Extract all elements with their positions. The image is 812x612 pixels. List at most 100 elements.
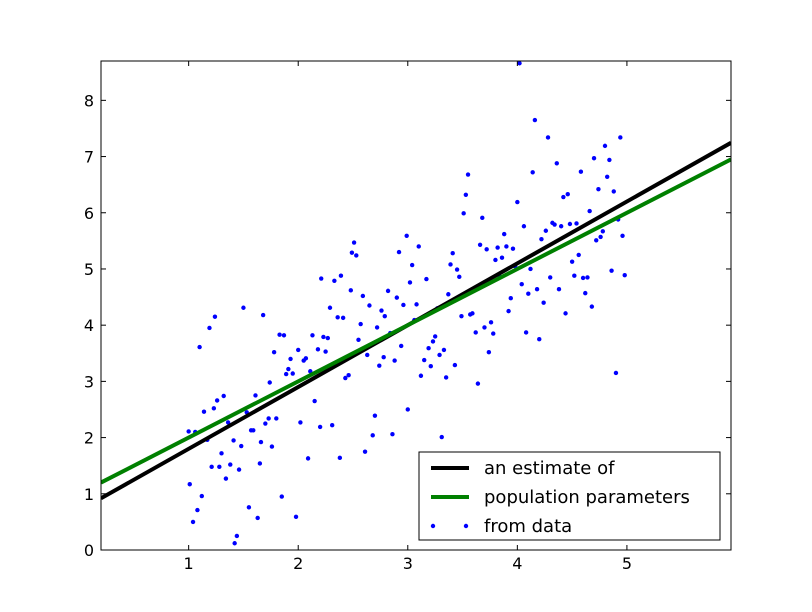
- data-point: [446, 292, 451, 297]
- data-point: [465, 172, 471, 177]
- data-point: [548, 275, 553, 280]
- data-point: [457, 274, 462, 280]
- x-tick-label: 2: [293, 554, 303, 573]
- data-point: [266, 416, 271, 421]
- data-point: [539, 236, 544, 242]
- data-point: [211, 406, 217, 411]
- data-point: [407, 280, 413, 285]
- data-point: [382, 313, 387, 319]
- data-point: [543, 228, 549, 233]
- data-point: [528, 266, 533, 272]
- data-point: [521, 224, 527, 229]
- data-point: [329, 423, 335, 428]
- data-point: [385, 288, 391, 294]
- data-point: [367, 303, 372, 308]
- data-point: [377, 363, 382, 368]
- data-point: [319, 276, 324, 281]
- data-point: [190, 519, 196, 525]
- data-point: [271, 349, 277, 355]
- data-point: [530, 170, 535, 175]
- data-point: [473, 330, 478, 335]
- plot-frame: [100, 60, 732, 551]
- data-point: [439, 434, 444, 440]
- data-point: [416, 244, 421, 249]
- y-tick-label: 8: [84, 91, 94, 110]
- data-point: [486, 349, 492, 355]
- data-point: [441, 347, 447, 353]
- data-point: [510, 246, 516, 251]
- data-point: [583, 290, 588, 296]
- data-point: [404, 233, 409, 239]
- data-point: [281, 333, 287, 338]
- data-point: [257, 461, 263, 466]
- data-point: [199, 493, 204, 499]
- data-point: [195, 507, 200, 513]
- y-tick-label: 2: [84, 429, 94, 448]
- data-point: [470, 311, 475, 316]
- data-point: [228, 462, 233, 467]
- data-point: [506, 308, 511, 314]
- data-point: [452, 362, 458, 368]
- data-point: [340, 315, 346, 321]
- data-point: [197, 344, 202, 350]
- data-point: [515, 199, 520, 205]
- data-point: [572, 273, 577, 278]
- data-point: [484, 247, 489, 252]
- data-point: [225, 420, 231, 425]
- data-point: [463, 192, 469, 197]
- data-point: [517, 61, 522, 66]
- data-point: [541, 300, 546, 305]
- data-point: [504, 244, 509, 249]
- data-point: [358, 321, 363, 327]
- data-point: [290, 371, 295, 376]
- data-point: [598, 234, 603, 240]
- data-point: [432, 334, 438, 339]
- data-point: [491, 331, 496, 336]
- data-point: [401, 302, 406, 308]
- data-point: [578, 169, 584, 174]
- data-point: [232, 541, 237, 546]
- data-point: [187, 482, 192, 487]
- data-point: [622, 272, 627, 278]
- x-tick-label: 3: [403, 554, 413, 573]
- data-point: [327, 305, 333, 310]
- data-point: [561, 194, 566, 200]
- data-point: [354, 253, 359, 258]
- data-point: [591, 156, 597, 161]
- data-point: [461, 211, 466, 216]
- data-point: [477, 242, 483, 247]
- data-point: [526, 291, 531, 296]
- data-point: [519, 281, 524, 287]
- data-point: [604, 174, 610, 179]
- data-point: [308, 369, 313, 374]
- data-point: [495, 245, 500, 250]
- data-point: [565, 192, 570, 197]
- series-line: [101, 157, 731, 485]
- data-point: [532, 117, 538, 123]
- data-point: [372, 413, 378, 418]
- data-point: [343, 375, 348, 381]
- data-point: [305, 456, 311, 461]
- data-point: [563, 311, 568, 316]
- data-point: [303, 356, 309, 361]
- data-point: [253, 393, 258, 398]
- data-point: [428, 364, 433, 369]
- data-point: [251, 428, 256, 433]
- data-point: [212, 314, 218, 319]
- data-point: [430, 339, 436, 344]
- data-point: [365, 352, 370, 358]
- data-point: [488, 320, 494, 325]
- data-point: [246, 505, 252, 510]
- data-point: [450, 251, 455, 256]
- data-point: [286, 366, 291, 372]
- y-tick-label: 4: [84, 316, 94, 335]
- data-point: [337, 455, 343, 461]
- data-point: [277, 332, 282, 337]
- data-point: [569, 259, 575, 264]
- legend-label: population parameters: [484, 487, 690, 508]
- data-point: [611, 189, 616, 194]
- data-point: [360, 293, 366, 299]
- data-point: [414, 302, 419, 307]
- data-point: [201, 409, 207, 414]
- data-point: [267, 380, 272, 385]
